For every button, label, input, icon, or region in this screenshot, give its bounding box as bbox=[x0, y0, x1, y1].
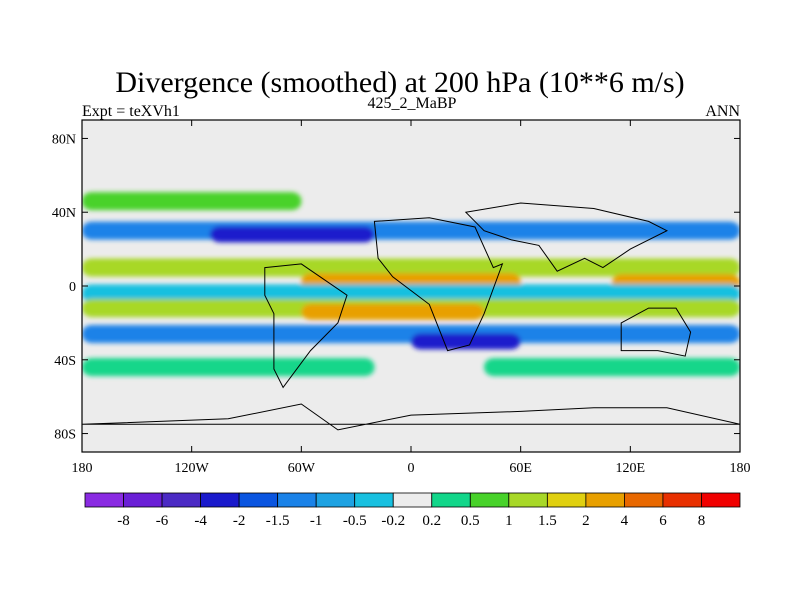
subtitle-center: 425_2_MaBP bbox=[368, 95, 457, 112]
field-band-9 bbox=[82, 324, 740, 343]
subtitle-left: Expt = teXVh1 bbox=[82, 103, 180, 120]
field-band-8 bbox=[301, 303, 485, 320]
colorbar-label-13: 4 bbox=[621, 513, 629, 529]
y-tick-label-3: 40S bbox=[54, 354, 76, 369]
x-tick-label-2: 60W bbox=[288, 461, 316, 476]
colorbar-label-5: -1 bbox=[310, 513, 323, 529]
colorbar-box-9 bbox=[431, 492, 471, 508]
x-tick-label-0: 180 bbox=[72, 461, 93, 476]
colorbar-box-11 bbox=[508, 492, 548, 508]
colorbar-label-11: 1.5 bbox=[538, 513, 557, 529]
x-tick-label-3: 0 bbox=[408, 461, 415, 476]
colorbar-box-0 bbox=[84, 492, 124, 508]
subtitle-right: ANN bbox=[705, 103, 740, 120]
colorbar-label-9: 0.5 bbox=[461, 513, 480, 529]
colorbar-box-1 bbox=[123, 492, 163, 508]
colorbar-label-14: 6 bbox=[659, 513, 667, 529]
field-band-6 bbox=[82, 284, 740, 303]
colorbar-label-2: -4 bbox=[194, 513, 207, 529]
colorbar-box-14 bbox=[624, 492, 664, 508]
colorbar-label-10: 1 bbox=[505, 513, 513, 529]
y-tick-label-1: 40N bbox=[52, 206, 76, 221]
plot-area bbox=[82, 120, 740, 452]
field-band-11 bbox=[82, 358, 375, 377]
y-tick-label-0: 80N bbox=[52, 132, 76, 147]
y-tick-label-4: 80S bbox=[54, 428, 76, 443]
colorbar: -8 -6 -4 -2 -1.5 -1 -0.5 -0.2 0.2 0.5 1 1.5 2 4 6 8 bbox=[84, 492, 741, 529]
colorbar-box-2 bbox=[161, 492, 201, 508]
colorbar-box-15 bbox=[662, 492, 702, 508]
colorbar-box-10 bbox=[469, 492, 510, 508]
colorbar-label-4: -1.5 bbox=[266, 513, 290, 529]
africa-coastline bbox=[373, 217, 504, 352]
x-tick-label-1: 120W bbox=[175, 461, 210, 476]
coastlines bbox=[82, 202, 740, 431]
colorbar-label-8: 0.2 bbox=[422, 513, 441, 529]
colorbar-label-3: -2 bbox=[233, 513, 246, 529]
colorbar-box-4 bbox=[238, 492, 279, 508]
chart-title: Divergence (smoothed) at 200 hPa (10**6 … bbox=[115, 66, 684, 99]
field-band-2 bbox=[209, 226, 375, 243]
colorbar-label-1: -6 bbox=[156, 513, 169, 529]
field-bands bbox=[82, 192, 740, 377]
colorbar-box-5 bbox=[277, 492, 317, 508]
colorbar-box-6 bbox=[315, 492, 356, 508]
x-tick-label-6: 180 bbox=[730, 461, 751, 476]
south-america-coastline bbox=[264, 263, 348, 389]
colorbar-box-3 bbox=[200, 492, 240, 508]
colorbar-label-15: 8 bbox=[698, 513, 706, 529]
x-tick-label-4: 60E bbox=[509, 461, 532, 476]
field-band-0 bbox=[82, 192, 302, 211]
colorbar-box-12 bbox=[546, 492, 587, 508]
colorbar-label-0: -8 bbox=[117, 513, 130, 529]
colorbar-label-7: -0.2 bbox=[381, 513, 405, 529]
y-tick-label-2: 0 bbox=[69, 280, 76, 295]
asia-coastline bbox=[464, 202, 669, 272]
colorbar-box-16 bbox=[701, 492, 741, 508]
field-band-12 bbox=[484, 358, 740, 377]
colorbar-box-8 bbox=[392, 492, 433, 508]
colorbar-label-12: 2 bbox=[582, 513, 590, 529]
antarctica-coastline bbox=[82, 403, 740, 431]
colorbar-label-6: -0.5 bbox=[343, 513, 367, 529]
australia-coastline bbox=[620, 307, 692, 357]
field-band-1 bbox=[82, 221, 740, 240]
field-band-10 bbox=[411, 333, 521, 350]
colorbar-box-13 bbox=[585, 492, 625, 508]
x-tick-label-5: 120E bbox=[616, 461, 646, 476]
colorbar-box-7 bbox=[354, 492, 394, 508]
